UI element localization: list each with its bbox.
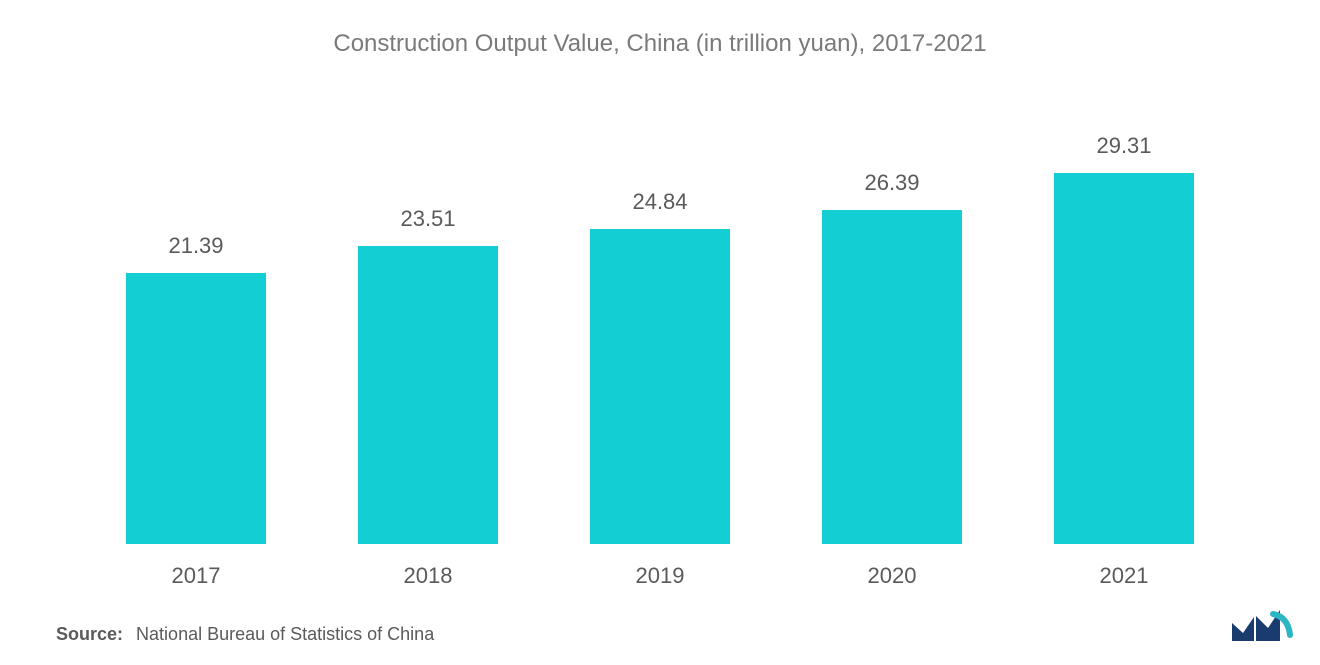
bar-0	[126, 273, 266, 544]
bar-value-label: 26.39	[864, 170, 919, 196]
chart-container: Construction Output Value, China (in tri…	[0, 0, 1320, 665]
source-row: Source: National Bureau of Statistics of…	[50, 624, 1270, 645]
bar-value-label: 23.51	[400, 206, 455, 232]
bar-group-0: 21.39	[80, 118, 312, 544]
x-label: 2018	[312, 563, 544, 589]
source-label: Source:	[56, 624, 123, 644]
bar-value-label: 21.39	[168, 233, 223, 259]
bar-group-4: 29.31	[1008, 118, 1240, 544]
x-axis-labels: 2017 2018 2019 2020 2021	[50, 545, 1270, 589]
x-label: 2019	[544, 563, 776, 589]
x-label: 2021	[1008, 563, 1240, 589]
x-label: 2017	[80, 563, 312, 589]
bar-1	[358, 246, 498, 544]
bar-3	[822, 210, 962, 544]
bar-value-label: 29.31	[1096, 133, 1151, 159]
bar-value-label: 24.84	[632, 189, 687, 215]
bar-group-2: 24.84	[544, 118, 776, 544]
source-text: Source: National Bureau of Statistics of…	[56, 624, 434, 645]
mordor-logo-icon	[1226, 607, 1296, 647]
x-label: 2020	[776, 563, 1008, 589]
bar-4	[1054, 173, 1194, 544]
bar-2	[590, 229, 730, 544]
source-value: National Bureau of Statistics of China	[136, 624, 434, 644]
bar-group-3: 26.39	[776, 118, 1008, 544]
chart-title: Construction Output Value, China (in tri…	[50, 30, 1270, 58]
bar-group-1: 23.51	[312, 118, 544, 544]
plot-area: 21.39 23.51 24.84 26.39 29.31	[50, 118, 1270, 545]
